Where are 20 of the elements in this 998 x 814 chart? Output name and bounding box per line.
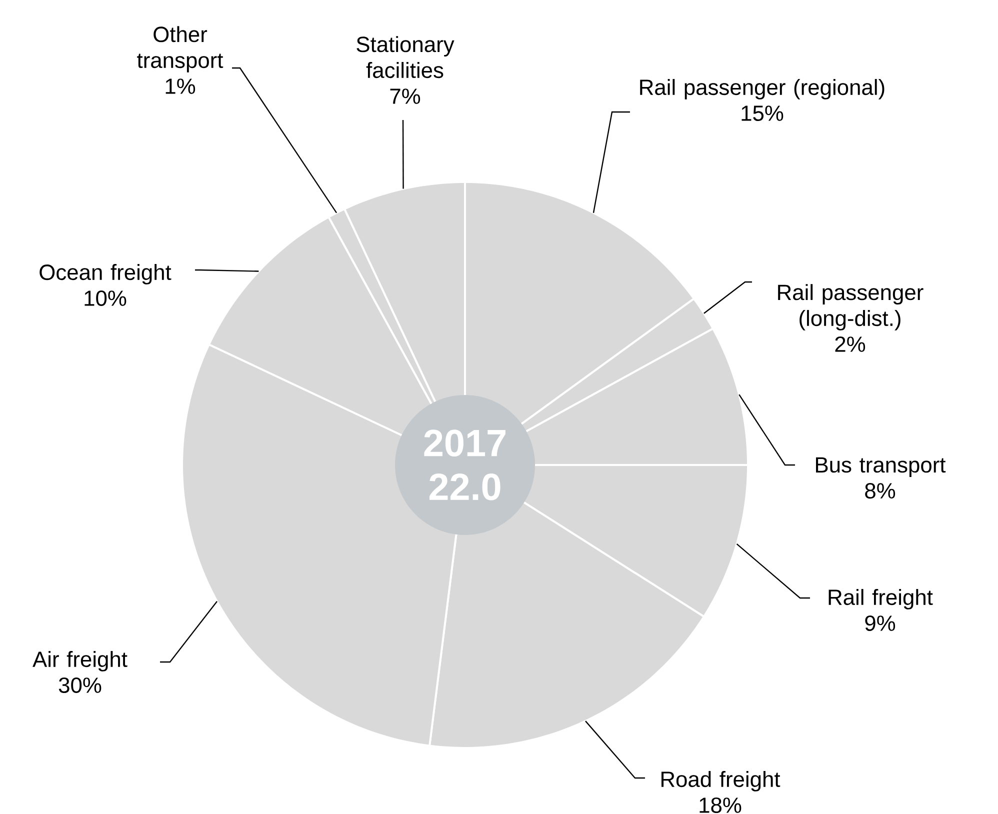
slice-label: Ocean freight [40, 264, 172, 284]
slice-label: Rail passenger (regional) [640, 78, 884, 100]
data-label: 2% [835, 336, 866, 352]
data-label: 1% [166, 78, 196, 94]
data-label: 15% [742, 106, 784, 121]
text: 22.0 [429, 474, 500, 500]
data-label: 10% [84, 290, 126, 306]
data-label: 9% [865, 615, 896, 631]
slice-label: Other transport [137, 26, 224, 72]
data-label: 30% [58, 677, 102, 693]
text: 2017 [424, 430, 506, 456]
data-label: 18% [700, 797, 742, 813]
slice-label: Bus transport [816, 457, 946, 478]
slice-label: Air freight [32, 650, 128, 672]
data-label: 7% [390, 88, 420, 104]
slice-label: Rail passenger (long-dist.) [778, 284, 924, 330]
data-label: 8% [865, 483, 896, 499]
slice-label: Rail freight [828, 588, 933, 610]
slice-label: Stationary facilities [356, 36, 454, 78]
slice-label: Road freight [661, 770, 780, 792]
